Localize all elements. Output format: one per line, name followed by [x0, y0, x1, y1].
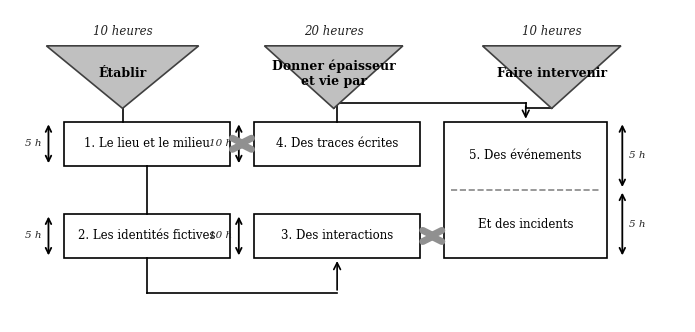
FancyBboxPatch shape	[444, 122, 607, 258]
Text: Établir: Établir	[99, 67, 147, 80]
Text: Donner épaisseur
et vie par: Donner épaisseur et vie par	[272, 59, 395, 88]
Text: 2. Les identités fictives: 2. Les identités fictives	[78, 229, 215, 242]
Text: 5 h: 5 h	[25, 139, 42, 148]
Text: 5 h: 5 h	[25, 231, 42, 240]
Text: 10 heures: 10 heures	[92, 25, 152, 38]
Text: 10 heures: 10 heures	[522, 25, 582, 38]
Text: Faire intervenir: Faire intervenir	[497, 67, 607, 80]
Text: 4. Des traces écrites: 4. Des traces écrites	[276, 137, 398, 150]
Text: 10 h: 10 h	[208, 139, 232, 148]
FancyBboxPatch shape	[254, 122, 420, 166]
FancyBboxPatch shape	[64, 214, 230, 258]
Text: 10 h: 10 h	[208, 231, 232, 240]
Polygon shape	[264, 46, 403, 108]
Polygon shape	[482, 46, 621, 108]
Text: 5 h: 5 h	[629, 151, 646, 160]
FancyBboxPatch shape	[254, 214, 420, 258]
Text: Et des incidents: Et des incidents	[478, 217, 573, 230]
Text: 3. Des interactions: 3. Des interactions	[281, 229, 393, 242]
Text: 5. Des événements: 5. Des événements	[470, 149, 582, 162]
FancyBboxPatch shape	[64, 122, 230, 166]
Text: 5 h: 5 h	[629, 219, 646, 228]
Text: 1. Le lieu et le milieu: 1. Le lieu et le milieu	[84, 137, 210, 150]
Polygon shape	[47, 46, 199, 108]
Text: 20 heures: 20 heures	[304, 25, 363, 38]
